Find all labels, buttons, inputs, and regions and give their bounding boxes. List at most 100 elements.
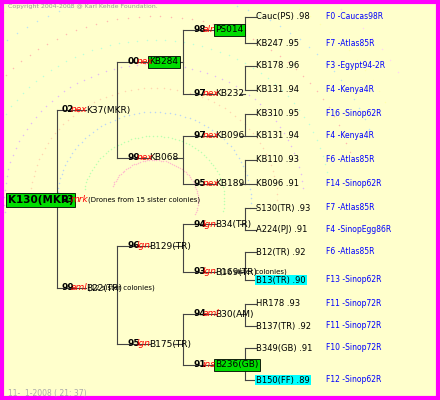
Point bbox=[349, 15, 356, 21]
Point bbox=[146, 13, 153, 19]
Point bbox=[194, 194, 202, 200]
Point bbox=[119, 169, 126, 175]
Point bbox=[284, 59, 291, 65]
Point bbox=[110, 181, 117, 188]
Text: F4 -Kenya4R: F4 -Kenya4R bbox=[326, 132, 374, 140]
Point bbox=[199, 18, 206, 25]
Point bbox=[240, 163, 247, 170]
Point bbox=[264, 75, 271, 81]
Text: nex: nex bbox=[71, 106, 88, 114]
Point bbox=[28, 185, 35, 191]
Point bbox=[0, 118, 4, 124]
Point bbox=[168, 135, 175, 141]
Point bbox=[135, 160, 142, 166]
Text: lgn: lgn bbox=[137, 340, 151, 348]
Point bbox=[134, 86, 141, 92]
Point bbox=[242, 168, 249, 174]
Point bbox=[190, 41, 197, 47]
Point bbox=[338, 6, 345, 12]
Point bbox=[48, 135, 55, 141]
Point bbox=[247, 204, 254, 211]
Point bbox=[181, 64, 188, 70]
Point bbox=[27, 191, 34, 197]
Point bbox=[213, 168, 220, 174]
Point bbox=[246, 186, 253, 192]
Point bbox=[131, 111, 138, 117]
Point bbox=[121, 113, 128, 120]
Point bbox=[160, 85, 167, 92]
Text: nex: nex bbox=[203, 90, 220, 98]
Point bbox=[233, 151, 240, 157]
Point bbox=[179, 166, 186, 172]
Point bbox=[305, 121, 312, 127]
Point bbox=[1, 187, 8, 193]
Text: (12 sister colonies): (12 sister colonies) bbox=[88, 285, 154, 291]
Point bbox=[210, 99, 217, 105]
Point bbox=[322, 161, 329, 167]
Text: KB189: KB189 bbox=[216, 180, 245, 188]
Point bbox=[269, 167, 276, 174]
Point bbox=[135, 13, 142, 20]
Point bbox=[230, 147, 237, 153]
Point bbox=[116, 115, 123, 121]
Point bbox=[354, 56, 361, 63]
Point bbox=[23, 24, 30, 30]
Point bbox=[89, 129, 96, 135]
Point bbox=[317, 144, 324, 151]
Point bbox=[236, 116, 243, 123]
Point bbox=[125, 165, 132, 171]
Point bbox=[220, 208, 227, 214]
Point bbox=[44, 40, 51, 47]
Point bbox=[158, 61, 165, 67]
Point bbox=[93, 20, 100, 27]
Text: lgn: lgn bbox=[203, 268, 217, 276]
Point bbox=[194, 202, 201, 209]
Point bbox=[146, 109, 153, 115]
Text: alr: alr bbox=[203, 26, 215, 34]
Point bbox=[316, 21, 323, 27]
Point bbox=[219, 181, 226, 187]
Point bbox=[189, 143, 196, 150]
Point bbox=[132, 160, 139, 167]
Point bbox=[118, 64, 125, 70]
Point bbox=[210, 0, 217, 2]
Point bbox=[193, 208, 200, 215]
Point bbox=[97, 44, 104, 51]
Text: 00: 00 bbox=[128, 58, 140, 66]
Point bbox=[165, 62, 172, 68]
Text: KB096 .91: KB096 .91 bbox=[256, 180, 299, 188]
Point bbox=[307, 80, 314, 86]
Point bbox=[97, 96, 104, 102]
Point bbox=[19, 132, 26, 138]
Text: KB096: KB096 bbox=[216, 132, 245, 140]
Text: B169(TR): B169(TR) bbox=[216, 268, 257, 276]
Point bbox=[148, 157, 155, 163]
Point bbox=[218, 178, 225, 184]
Point bbox=[192, 210, 199, 217]
Point bbox=[369, 35, 376, 42]
Point bbox=[186, 141, 193, 148]
Point bbox=[382, 99, 389, 105]
Point bbox=[109, 92, 116, 98]
Point bbox=[55, 184, 62, 191]
Text: 99: 99 bbox=[62, 284, 74, 292]
Point bbox=[169, 160, 176, 167]
Point bbox=[200, 152, 207, 158]
Text: aml: aml bbox=[203, 310, 220, 318]
Point bbox=[336, 38, 343, 44]
Point bbox=[95, 70, 102, 77]
Point bbox=[180, 39, 187, 46]
Point bbox=[117, 140, 125, 147]
Point bbox=[185, 172, 192, 178]
Point bbox=[60, 166, 67, 173]
Point bbox=[157, 13, 164, 19]
Text: 97: 97 bbox=[194, 90, 206, 98]
Text: aml: aml bbox=[71, 284, 88, 292]
Point bbox=[300, 185, 307, 191]
Point bbox=[47, 67, 54, 74]
Point bbox=[345, 47, 352, 53]
Point bbox=[70, 112, 77, 119]
Point bbox=[246, 181, 253, 188]
Point bbox=[141, 109, 148, 116]
Point bbox=[154, 133, 161, 139]
